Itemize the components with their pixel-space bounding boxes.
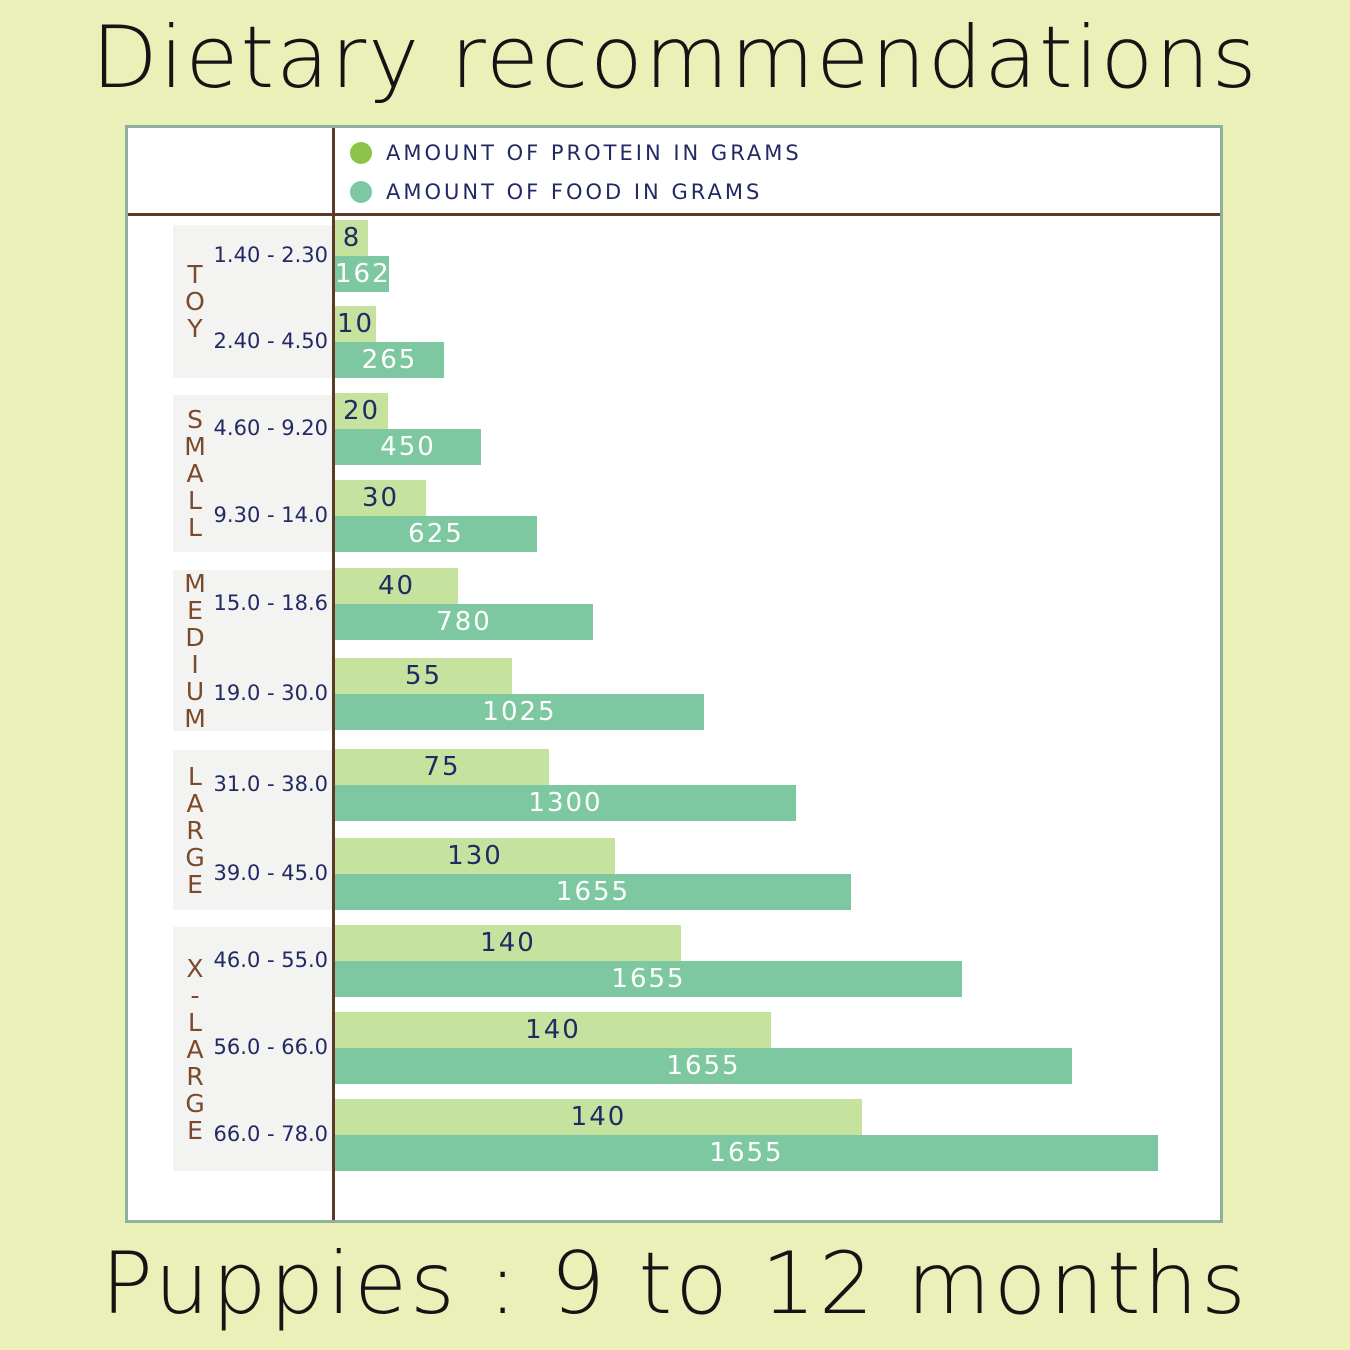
protein-bar [335, 925, 681, 961]
food-value-label: 162 [335, 259, 391, 289]
protein-bar [335, 749, 549, 785]
weight-range-label: 46.0 - 55.0 [213, 948, 328, 972]
protein-value-label: 8 [342, 223, 362, 253]
weight-range-label: 15.0 - 18.6 [213, 591, 328, 615]
food-bar [335, 1048, 1072, 1084]
food-bar [335, 961, 962, 997]
food-bar [335, 256, 389, 292]
food-value-label: 625 [408, 519, 464, 549]
food-value-label: 265 [361, 345, 418, 375]
weight-range-label: 31.0 - 38.0 [213, 772, 328, 796]
legend-entry-protein: AMOUNT OF PROTEIN IN GRAMS [350, 138, 802, 168]
protein-bar [335, 480, 426, 516]
food-value-label: 1655 [611, 964, 686, 994]
protein-value-label: 140 [570, 1102, 627, 1132]
food-bar [335, 604, 593, 640]
food-bar [335, 342, 444, 378]
legend-label-food: AMOUNT OF FOOD IN GRAMS [386, 180, 763, 204]
weight-range-label: 4.60 - 9.20 [213, 416, 328, 440]
protein-value-label: 20 [342, 396, 381, 426]
group-panel-large: L A R G E 31.0 - 38.0 39.0 - 45.0 [173, 750, 332, 910]
food-bar [335, 516, 537, 552]
protein-value-label: 140 [525, 1015, 581, 1045]
food-value-label: 1300 [528, 788, 603, 818]
header-divider-line [128, 213, 1220, 216]
food-value-label: 780 [436, 607, 492, 637]
weight-range-label: 1.40 - 2.30 [213, 243, 328, 267]
protein-value-label: 30 [361, 483, 400, 513]
protein-bar [335, 393, 388, 429]
protein-value-label: 75 [423, 752, 461, 782]
protein-bar [335, 568, 458, 604]
protein-value-label: 40 [377, 571, 416, 601]
protein-bar [335, 220, 368, 256]
food-value-label: 1655 [555, 877, 631, 907]
legend-label-protein: AMOUNT OF PROTEIN IN GRAMS [386, 141, 802, 165]
weight-range-label: 39.0 - 45.0 [213, 861, 328, 885]
food-value-label: 450 [380, 432, 436, 462]
protein-bar [335, 1099, 862, 1135]
food-bar [335, 1135, 1158, 1171]
food-bar [335, 874, 851, 910]
group-panel-toy: T O Y 1.40 - 2.30 2.40 - 4.50 [173, 225, 332, 378]
food-bar [335, 694, 704, 730]
vertical-axis-line [332, 128, 335, 1220]
weight-range-label: 56.0 - 66.0 [213, 1035, 328, 1059]
legend-entry-food: AMOUNT OF FOOD IN GRAMS [350, 177, 762, 207]
group-panel-x-large: X - L A R G E 46.0 - 55.0 56.0 - 66.0 66.0 - 78.0 [173, 927, 332, 1171]
weight-range-label: 19.0 - 30.0 [213, 681, 328, 705]
protein-bar [335, 658, 512, 694]
food-bar [335, 785, 796, 821]
food-value-label: 1655 [666, 1051, 741, 1081]
protein-bar [335, 838, 615, 874]
weight-range-label: 66.0 - 78.0 [213, 1122, 328, 1146]
food-value-label: 1655 [709, 1138, 784, 1168]
group-panel-small: S M A L L 4.60 - 9.20 9.30 - 14.0 [173, 395, 332, 552]
weight-range-label: 2.40 - 4.50 [213, 329, 328, 353]
chart-title: Dietary recommendations [91, 8, 1259, 108]
legend-dot-food [350, 181, 372, 203]
protein-value-label: 130 [447, 841, 503, 871]
protein-value-label: 10 [336, 309, 375, 339]
chart-frame: AMOUNT OF PROTEIN IN GRAMS AMOUNT OF FOO… [125, 125, 1223, 1223]
protein-value-label: 140 [480, 928, 536, 958]
group-panel-medium: M E D I U M 15.0 - 18.6 19.0 - 30.0 [173, 568, 332, 733]
protein-value-label: 55 [404, 661, 443, 691]
protein-bar [335, 306, 376, 342]
food-value-label: 1025 [482, 697, 557, 727]
protein-bar [335, 1012, 771, 1048]
weight-range-label: 9.30 - 14.0 [213, 503, 328, 527]
food-bar [335, 429, 481, 465]
chart-subtitle: Puppies : 9 to 12 months [101, 1234, 1249, 1334]
legend-dot-protein [350, 142, 372, 164]
